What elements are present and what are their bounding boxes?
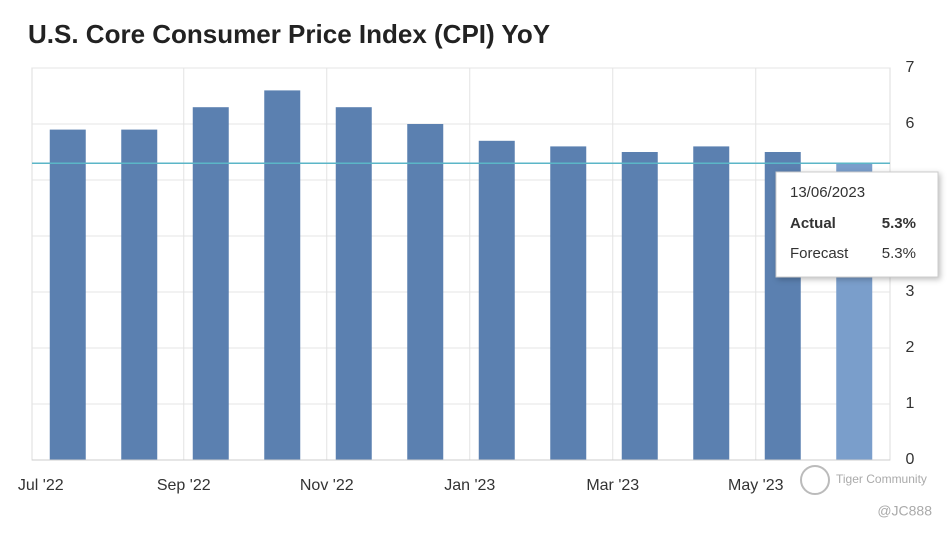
- bar: [621, 152, 658, 460]
- chart-title: U.S. Core Consumer Price Index (CPI) YoY: [28, 19, 550, 49]
- y-tick-label: 3: [906, 283, 915, 300]
- tooltip-label: Forecast: [790, 245, 849, 262]
- bar: [121, 129, 158, 460]
- x-tick-label: Jul '22: [18, 477, 64, 494]
- x-tick-label: Nov '22: [300, 477, 354, 494]
- bar: [264, 90, 301, 461]
- x-tick-label: Sep '22: [157, 477, 211, 494]
- user-tag: @JC888: [877, 503, 932, 519]
- bar: [478, 140, 515, 461]
- x-tick-label: Jan '23: [444, 477, 495, 494]
- tooltip-value: 5.3%: [882, 245, 916, 262]
- tooltip: 13/06/2023 Actual 5.3% Forecast 5.3%: [775, 171, 939, 278]
- watermark-logo: [800, 465, 830, 495]
- plot-border: [31, 67, 891, 461]
- tooltip-label: Actual: [790, 215, 836, 232]
- y-tick-label: 7: [906, 59, 915, 76]
- tooltip-date: 13/06/2023: [790, 184, 865, 201]
- bar: [693, 146, 730, 460]
- bar: [192, 107, 229, 460]
- x-tick-label: Mar '23: [586, 477, 639, 494]
- y-tick-label: 2: [906, 339, 915, 356]
- bar: [550, 146, 587, 460]
- y-tick-label: 0: [906, 451, 915, 468]
- y-tick-label: 1: [906, 395, 915, 412]
- watermark: Tiger Community: [836, 472, 927, 486]
- y-tick-label: 6: [906, 115, 915, 132]
- x-tick-label: May '23: [728, 477, 784, 494]
- bar: [335, 107, 372, 460]
- bar: [49, 129, 86, 460]
- bar: [407, 124, 444, 460]
- tooltip-value: 5.3%: [882, 215, 916, 232]
- tooltip-box: [775, 171, 939, 278]
